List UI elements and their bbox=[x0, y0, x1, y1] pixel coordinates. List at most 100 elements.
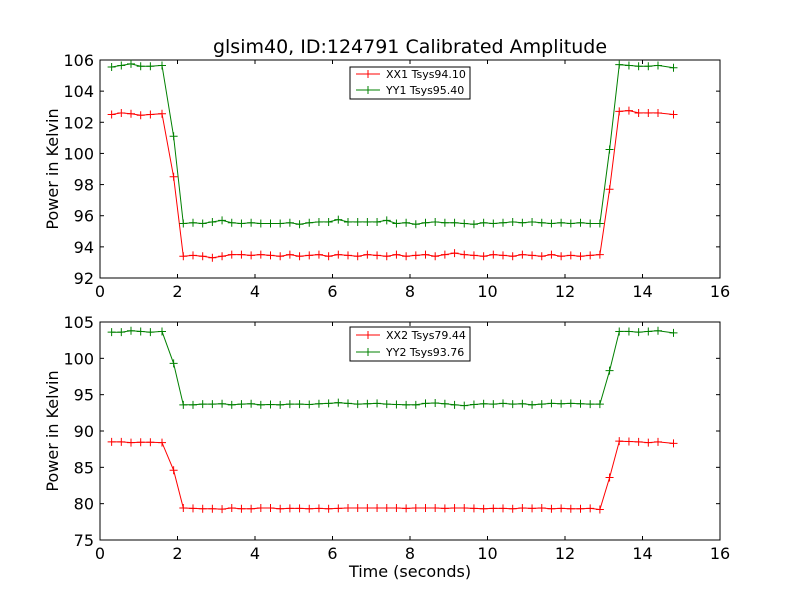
bottom-series-0-point bbox=[247, 504, 256, 513]
top-series-0-point bbox=[547, 250, 556, 259]
bottom-series-1-point bbox=[373, 399, 382, 408]
bottom-series-1-point bbox=[595, 400, 604, 409]
top-series-1-point bbox=[586, 219, 595, 228]
top-series-1-point bbox=[528, 217, 537, 226]
bottom-xtick-label: 10 bbox=[477, 544, 497, 563]
top-ytick-label: 102 bbox=[63, 113, 94, 132]
top-series-0-point bbox=[411, 251, 420, 260]
top-series-1-point bbox=[136, 62, 145, 71]
bottom-ytick-label: 100 bbox=[63, 349, 94, 368]
bottom-series-0-point bbox=[469, 504, 478, 513]
bottom-series-0-point bbox=[373, 504, 382, 513]
top-xtick-label: 16 bbox=[710, 282, 730, 301]
bottom-series-0-point bbox=[285, 504, 294, 513]
bottom-series-0-point bbox=[557, 504, 566, 513]
top-series-1-point bbox=[198, 219, 207, 228]
bottom-series-0-point bbox=[508, 504, 517, 513]
top-series-0-point bbox=[431, 252, 440, 261]
top-series-line-1 bbox=[111, 63, 674, 225]
top-legend-entry-yy1: YY1 Tsys95.40 bbox=[356, 84, 464, 97]
top-series-1-point bbox=[285, 218, 294, 227]
bottom-series-0-point bbox=[634, 437, 643, 446]
bottom-series-1-point bbox=[218, 399, 227, 408]
top-series-1-point bbox=[605, 145, 614, 154]
bottom-series-0-point bbox=[605, 473, 614, 482]
top-series-1-point bbox=[440, 218, 449, 227]
bottom-series-1-point bbox=[450, 400, 459, 409]
bottom-series-1-point bbox=[208, 400, 217, 409]
bottom-series-1-point bbox=[363, 399, 372, 408]
top-series-1-point bbox=[334, 215, 343, 224]
top-series-0-point bbox=[305, 251, 314, 260]
top-legend-entry-xx1: XX1 Tsys94.10 bbox=[356, 68, 466, 81]
bottom-series-0-point bbox=[363, 504, 372, 513]
bottom-series-1-point bbox=[285, 400, 294, 409]
top-series-1-point bbox=[158, 61, 166, 70]
bottom-series-1-point bbox=[266, 400, 275, 409]
top-series-0-point bbox=[295, 252, 304, 261]
bottom-series-0-point bbox=[624, 437, 633, 446]
top-series-0-point bbox=[615, 107, 624, 116]
top-series-1-point bbox=[499, 218, 507, 227]
bottom-series-0-point bbox=[107, 437, 116, 446]
top-series-1-point bbox=[117, 61, 126, 70]
top-series-0-point bbox=[237, 250, 246, 259]
bottom-ytick-label: 75 bbox=[74, 531, 94, 550]
bottom-series-0-point bbox=[669, 439, 678, 448]
top-series-0-point bbox=[634, 108, 643, 117]
top-series-1-point bbox=[595, 219, 604, 228]
bottom-xtick-label: 16 bbox=[710, 544, 730, 563]
top-series-0-point bbox=[363, 250, 372, 259]
top-series-1-point bbox=[392, 219, 401, 228]
bottom-series-0-point bbox=[440, 504, 449, 513]
top-series-1-point bbox=[324, 217, 333, 226]
top-series-0-point bbox=[440, 250, 449, 259]
bottom-series-0-point bbox=[654, 437, 662, 446]
bottom-series-1-point bbox=[392, 400, 401, 409]
top-ytick-label: 96 bbox=[74, 207, 94, 226]
bottom-series-0-point bbox=[411, 504, 420, 513]
top-series-0-point bbox=[421, 250, 430, 259]
bottom-series-0-point bbox=[353, 504, 362, 513]
bottom-series-1-point bbox=[576, 399, 585, 408]
bottom-series-1-point bbox=[469, 400, 478, 409]
bottom-series-1-point bbox=[179, 400, 188, 409]
bottom-series-1-point bbox=[669, 328, 678, 337]
bottom-series-0-point bbox=[547, 504, 556, 513]
bottom-series-1-point bbox=[586, 400, 595, 409]
top-xtick-label: 8 bbox=[405, 282, 415, 301]
top-xtick-label: 12 bbox=[555, 282, 575, 301]
top-series-0-point bbox=[595, 250, 604, 259]
top-series-0-point bbox=[198, 252, 207, 261]
bottom-series-0-point bbox=[305, 504, 314, 513]
top-series-1-point bbox=[518, 218, 527, 227]
top-series-1-point bbox=[363, 217, 372, 226]
top-series-1-point bbox=[508, 217, 517, 226]
top-series-1-point bbox=[179, 219, 188, 228]
top-chart-ylabel: Power in Kelvin bbox=[43, 108, 62, 229]
bottom-series-line-0 bbox=[111, 440, 674, 511]
top-series-0-point bbox=[402, 252, 411, 261]
top-series-1-point bbox=[469, 220, 478, 229]
top-series-0-point bbox=[479, 252, 488, 261]
top-series-1-point bbox=[344, 217, 352, 226]
bottom-series-0-point bbox=[276, 504, 285, 513]
bottom-series-0-point bbox=[344, 504, 352, 513]
top-series-1-point bbox=[247, 218, 256, 227]
top-series-1-point bbox=[421, 218, 430, 227]
bottom-legend-marker-yy2 bbox=[364, 348, 372, 356]
top-series-1-point bbox=[146, 62, 155, 71]
top-series-0-point bbox=[644, 108, 653, 117]
bottom-legend-box bbox=[349, 326, 471, 362]
bottom-series-0-point bbox=[189, 504, 197, 513]
bottom-series-0-point bbox=[266, 504, 275, 513]
top-series-0-point bbox=[499, 251, 507, 260]
bottom-series-1-point bbox=[644, 327, 653, 336]
top-series-0-point bbox=[285, 250, 294, 259]
top-series-1-point bbox=[460, 219, 469, 228]
bottom-series-line-1 bbox=[111, 330, 674, 407]
top-series-0-point bbox=[179, 252, 188, 261]
top-legend-label-yy1: YY1 Tsys95.40 bbox=[385, 84, 464, 97]
bottom-series-0-point bbox=[227, 504, 236, 513]
top-series-1-point bbox=[189, 218, 197, 227]
